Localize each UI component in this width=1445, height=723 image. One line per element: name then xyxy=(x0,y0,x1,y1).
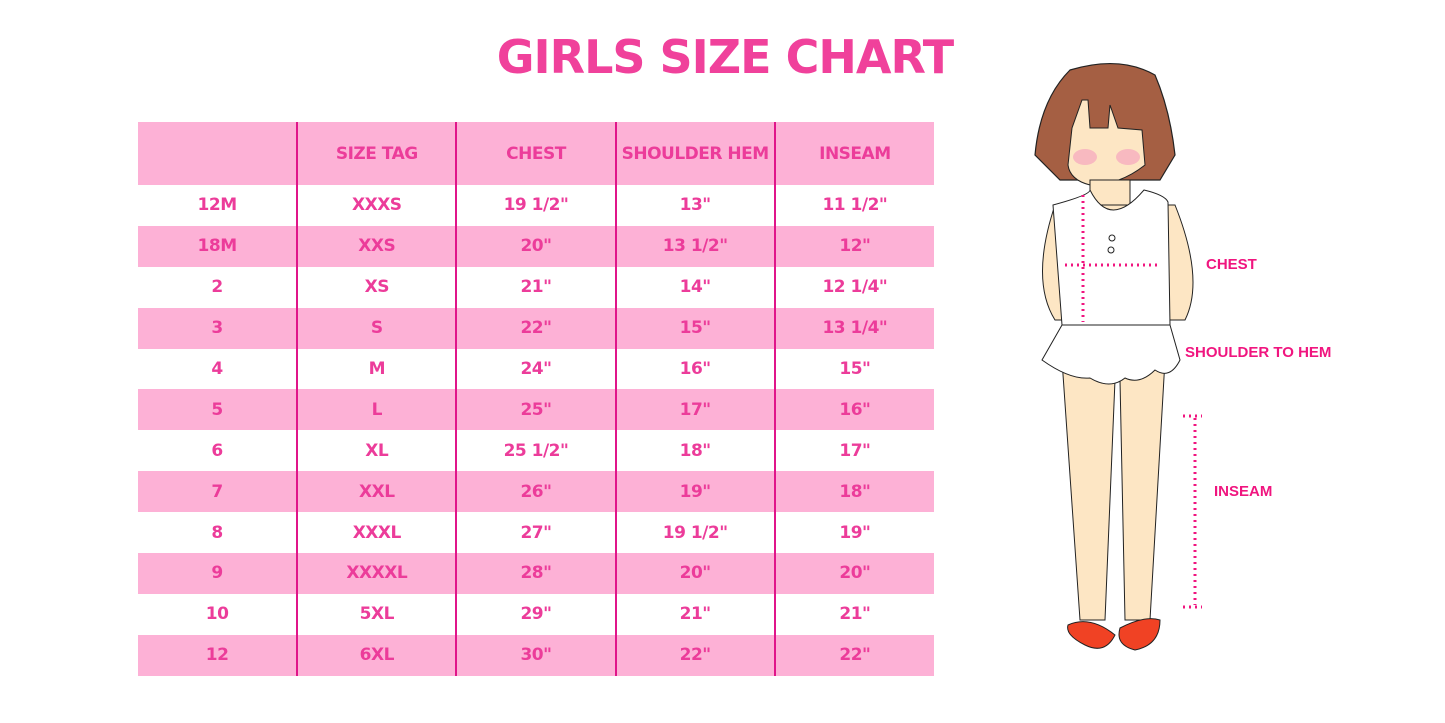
table-cell: 8 xyxy=(211,522,223,543)
table-cell: 19" xyxy=(614,471,775,513)
table-row: 5 L 25" 17" 16" xyxy=(138,389,934,431)
girl-measurement-illustration xyxy=(1034,63,1202,651)
table-cell: 19" xyxy=(773,512,934,554)
size-table: SIZE TAG CHEST SHOULDER HEM INSEAM 12M XXXS 1… xyxy=(138,122,934,676)
table-cell: 3 xyxy=(138,307,298,349)
table-row: 18M XXS 20" 13 1/2" 12" xyxy=(138,225,934,267)
table-cell: 5 xyxy=(138,389,298,431)
table-cell: 6XL xyxy=(296,634,457,676)
table-cell: 14" xyxy=(614,266,775,308)
table-cell: 19 1/2" xyxy=(455,185,616,226)
table-cell: 13 1/4" xyxy=(773,307,934,349)
table-cell: L xyxy=(296,389,457,431)
chest-label: CHEST xyxy=(1206,256,1257,273)
table-cell: S xyxy=(296,307,457,349)
table-row: 6 XL 25 1/2" 18" 17" xyxy=(138,430,934,472)
table-cell: 4 xyxy=(211,359,223,379)
table-cell: XXXL xyxy=(296,512,457,554)
table-header-row: SIZE TAG CHEST SHOULDER HEM INSEAM xyxy=(138,122,934,185)
table-cell: 7 xyxy=(138,471,298,513)
table-cell: 5XL xyxy=(296,593,457,635)
table-cell: XXXS xyxy=(296,185,457,226)
table-row: 2 XS 21" 14" 12 1/4" xyxy=(138,266,934,308)
table-cell: 12" xyxy=(773,225,934,267)
table-cell: 25" xyxy=(455,389,616,431)
table-cell: 28" xyxy=(455,553,616,594)
table-cell: 22" xyxy=(455,307,616,349)
table-row: 7 XXL 26" 19" 18" xyxy=(138,471,934,513)
column-header: SHOULDER HEM xyxy=(614,122,775,185)
table-cell: 13" xyxy=(614,185,775,226)
table-cell: 27" xyxy=(455,512,616,554)
table-cell: 21" xyxy=(773,593,934,635)
table-cell: 16" xyxy=(773,389,934,431)
table-cell: 22" xyxy=(773,634,934,676)
column-header: INSEAM xyxy=(773,122,934,185)
table-cell: 12 1/4" xyxy=(773,266,934,308)
page-title: GIRLS SIZE CHART xyxy=(496,30,954,84)
table-cell: 12M xyxy=(197,195,238,216)
table-cell: M xyxy=(296,348,457,390)
table-cell: 25 1/2" xyxy=(455,430,616,472)
table-cell: 10 xyxy=(205,604,229,625)
table-cell: 30" xyxy=(455,634,616,676)
table-cell: 20" xyxy=(455,225,616,267)
table-cell: XXS xyxy=(296,225,457,267)
table-cell: XXL xyxy=(296,471,457,513)
table-row: 12 6XL 30" 22" 22" xyxy=(138,634,934,676)
table-cell: 24" xyxy=(455,348,616,390)
table-cell: XL xyxy=(296,430,457,472)
table-cell: 18" xyxy=(614,430,775,472)
column-header xyxy=(138,122,298,185)
table-row: 3 S 22" 15" 13 1/4" xyxy=(138,307,934,349)
table-cell: 19 1/2" xyxy=(614,512,775,554)
table-cell: 21" xyxy=(455,266,616,308)
table-cell: 6 xyxy=(211,440,223,461)
table-cell: 12 xyxy=(138,634,298,676)
table-cell: XXXXL xyxy=(296,553,457,594)
table-cell: 29" xyxy=(455,593,616,635)
table-cell: 2 xyxy=(211,277,223,298)
table-cell: 20" xyxy=(773,553,934,594)
table-cell: 15" xyxy=(773,348,934,390)
table-cell: 18" xyxy=(773,471,934,513)
table-cell: 13 1/2" xyxy=(614,225,775,267)
table-row: 4 M 24" 16" 15" xyxy=(138,348,934,390)
table-cell: XS xyxy=(296,266,457,308)
table-cell: 18M xyxy=(138,225,298,267)
table-row: 12M XXXS 19 1/2" 13" 11 1/2" xyxy=(138,185,934,226)
inseam-label: INSEAM xyxy=(1214,483,1273,500)
table-cell: 16" xyxy=(614,348,775,390)
column-header: CHEST xyxy=(455,122,616,185)
table-cell: 15" xyxy=(614,307,775,349)
table-cell: 17" xyxy=(773,430,934,472)
table-cell: 17" xyxy=(614,389,775,431)
table-cell: 21" xyxy=(614,593,775,635)
table-cell: 22" xyxy=(614,634,775,676)
table-row: 10 5XL 29" 21" 21" xyxy=(138,593,934,635)
table-cell: 26" xyxy=(455,471,616,513)
table-row: 8 XXXL 27" 19 1/2" 19" xyxy=(138,512,934,554)
table-cell: 9 xyxy=(138,553,298,594)
table-row: 9 XXXXL 28" 20" 20" xyxy=(138,553,934,594)
table-cell: 20" xyxy=(614,553,775,594)
table-cell: 11 1/2" xyxy=(773,185,934,226)
column-header: SIZE TAG xyxy=(296,122,457,185)
shoulder-to-hem-label: SHOULDER TO HEM xyxy=(1185,344,1332,361)
